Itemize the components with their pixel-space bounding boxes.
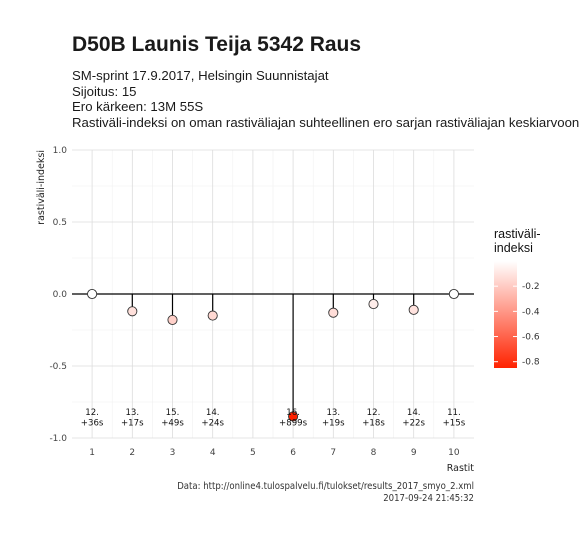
data-label-rank: 14. <box>407 408 421 418</box>
data-label-diff: +17s <box>121 419 144 429</box>
data-label-diff: +899s <box>279 419 308 429</box>
data-label-rank: 12. <box>85 408 99 418</box>
legend-tick-label: -0.2 <box>522 282 540 292</box>
y-tick-label: -1.0 <box>49 434 67 444</box>
x-tick-label: 9 <box>411 448 417 458</box>
x-tick-label: 4 <box>210 448 216 458</box>
x-tick-label: 3 <box>170 448 176 458</box>
x-axis-title: Rastit <box>447 463 475 474</box>
data-label-rank: 13. <box>125 408 139 418</box>
legend-tick-label: -0.6 <box>522 333 540 343</box>
caption-timestamp: 2017-09-24 21:45:32 <box>383 493 474 504</box>
x-tick-label: 1 <box>89 448 95 458</box>
data-point <box>368 299 379 310</box>
subtitle-line: Ero kärkeen: 13M 55S <box>72 99 204 114</box>
data-label-diff: +24s <box>201 419 224 429</box>
data-point <box>288 411 299 422</box>
data-point <box>167 314 178 325</box>
x-tick-label: 8 <box>371 448 377 458</box>
y-tick-label: -0.5 <box>49 362 67 372</box>
x-tick-label: 10 <box>448 448 460 458</box>
caption-source: Data: http://online4.tulospalvelu.fi/tul… <box>177 481 474 492</box>
data-point <box>328 307 339 318</box>
x-tick-label: 5 <box>250 448 256 458</box>
legend-tick-label: -0.8 <box>522 358 540 368</box>
y-tick-label: 0.0 <box>53 290 68 300</box>
data-label-diff: +22s <box>402 419 425 429</box>
data-label-diff: +15s <box>443 419 466 429</box>
y-tick-label: 0.5 <box>53 218 67 228</box>
x-tick-label: 6 <box>290 448 296 458</box>
data-point <box>408 304 419 315</box>
x-tick-label: 2 <box>129 448 135 458</box>
y-tick-label: 1.0 <box>53 146 68 156</box>
data-label-diff: +19s <box>322 419 345 429</box>
data-point <box>87 288 98 300</box>
legend-tick-label: -0.4 <box>522 307 540 317</box>
y-axis-title: rastiväli-indeksi <box>36 150 47 225</box>
subtitle-line: SM-sprint 17.9.2017, Helsingin Suunnista… <box>72 68 329 83</box>
data-label-rank: 13. <box>326 408 340 418</box>
data-point <box>448 288 459 300</box>
legend-colorbar <box>494 261 517 368</box>
data-point <box>127 306 138 317</box>
subtitle-line: Rastiväli-indeksi on oman rastiväliajan … <box>72 114 580 130</box>
legend-title-line: rastiväli- <box>494 227 541 241</box>
chart-subtitle: SM-sprint 17.9.2017, Helsingin Suunnista… <box>72 68 579 130</box>
data-point <box>207 310 218 321</box>
subtitle-line: Sijoitus: 15 <box>72 83 137 99</box>
chart-caption: Data: http://online4.tulospalvelu.fi/tul… <box>177 481 474 505</box>
legend-title-line: indeksi <box>494 241 533 255</box>
data-label-rank: 15. <box>166 408 180 418</box>
chart-title: D50B Launis Teija 5342 Raus <box>72 33 362 56</box>
data-label-diff: +18s <box>362 419 385 429</box>
data-label-rank: 16. <box>286 408 300 418</box>
data-label-diff: +49s <box>161 419 184 429</box>
data-label-rank: 12. <box>367 408 381 418</box>
data-label-rank: 11. <box>447 408 461 418</box>
x-tick-label: 7 <box>330 448 336 458</box>
data-label-diff: +36s <box>81 419 104 429</box>
data-label-rank: 14. <box>206 408 220 418</box>
